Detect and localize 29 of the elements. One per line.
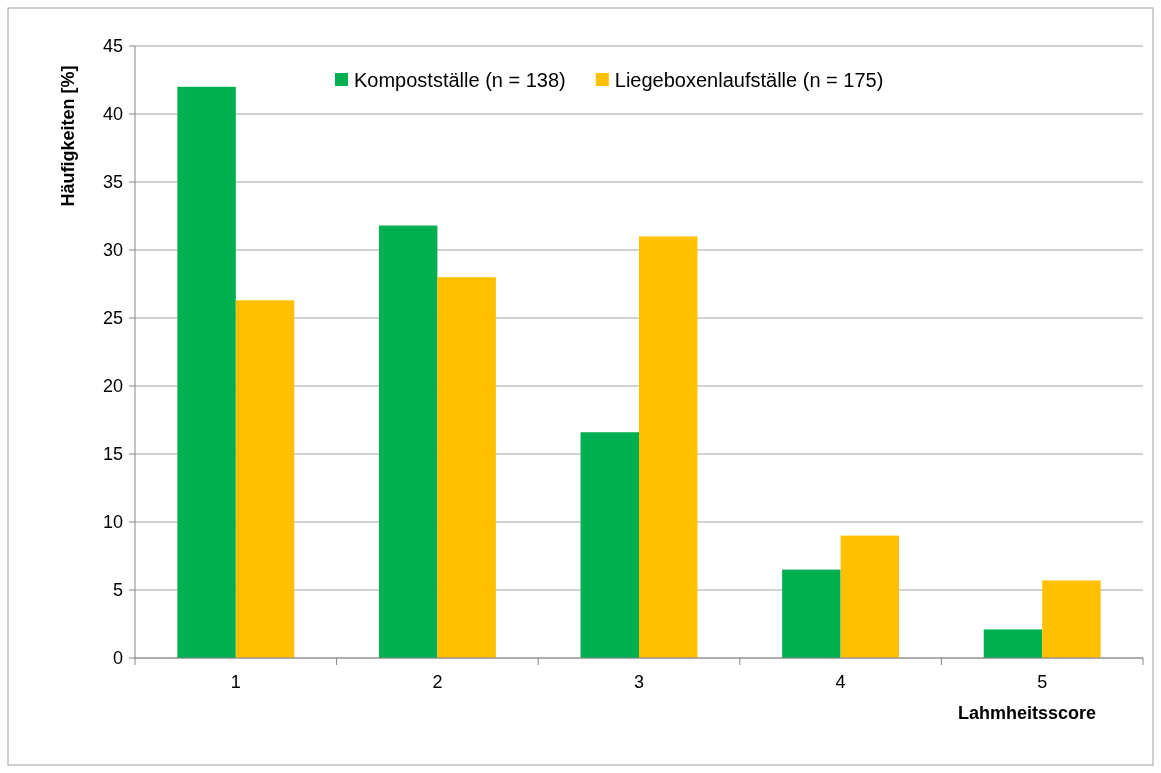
bar <box>782 569 841 658</box>
y-tick-label: 30 <box>102 240 123 261</box>
y-tick-label: 25 <box>102 308 123 329</box>
y-tick-label: 5 <box>112 580 123 601</box>
y-tick-label: 15 <box>102 444 123 465</box>
bar <box>639 236 698 658</box>
bar <box>177 86 236 658</box>
x-tick-label: 2 <box>432 672 443 692</box>
x-tick-label: 3 <box>633 672 645 692</box>
legend-label: Liegeboxenlaufställe (n = 175) <box>614 69 884 91</box>
y-tick-label: 45 <box>102 36 123 57</box>
y-tick-label: 0 <box>112 648 123 669</box>
bar <box>1042 580 1101 658</box>
legend-label: Kompostställe (n = 138) <box>354 69 566 91</box>
y-axis-title: Häufigkeiten [%] <box>58 65 78 207</box>
y-tick-label: 20 <box>102 376 123 397</box>
x-tick-label: 1 <box>230 672 241 692</box>
x-axis-title: Lahmheitsscore <box>957 703 1096 723</box>
bar <box>580 432 639 658</box>
y-tick-label: 40 <box>102 104 123 125</box>
bar <box>840 535 900 658</box>
bar <box>437 277 496 658</box>
y-tick-label: 10 <box>102 512 123 533</box>
y-tick-label: 35 <box>102 172 123 193</box>
bar <box>983 629 1043 658</box>
x-tick-label: 5 <box>1037 672 1048 692</box>
bar <box>235 300 295 658</box>
x-tick-label: 4 <box>835 672 846 692</box>
bar <box>378 225 438 658</box>
